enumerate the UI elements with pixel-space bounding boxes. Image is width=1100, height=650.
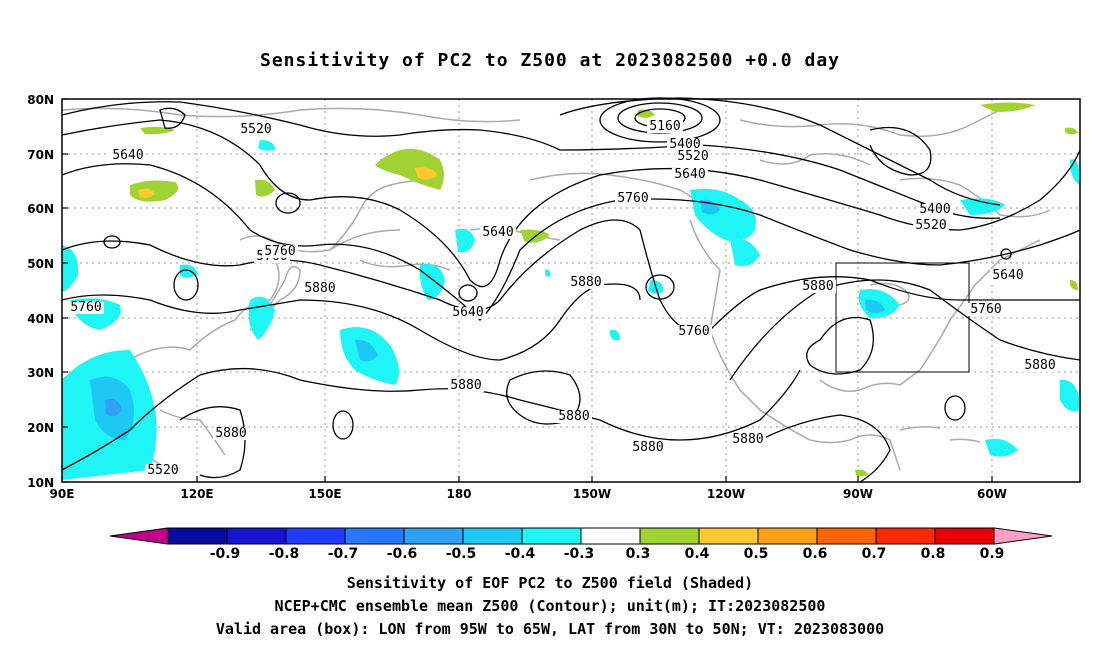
contour-label: 5400 [919,202,950,217]
colorbar-label: -0.8 [269,546,300,562]
contour-label: 5880 [732,432,763,447]
contour-label: 5640 [452,305,483,320]
contour-label: 5520 [147,463,178,478]
colorbar-label: 0.8 [921,546,946,562]
colorbar-label: -0.7 [328,546,359,562]
colorbar-swatch [580,527,641,545]
colorbar-high-end [993,527,1053,545]
lon-tick-label: 120W [707,487,745,501]
lat-tick-label: 50N [27,257,54,271]
lon-tick-label: 90W [843,487,873,501]
colorbar-swatch [875,527,936,545]
contour-label: 5400 [669,137,700,152]
contour-label: 5760 [264,244,295,259]
lon-tick-label: 120E [180,487,213,501]
contour-label: 5880 [215,426,246,441]
contour-label: 5160 [649,119,680,134]
contour-label: 5880 [558,409,589,424]
lat-tick-label: 10N [27,476,54,490]
colorbar-label: 0.7 [862,546,887,562]
colorbar-label: 0.6 [803,546,828,562]
contour-label: 5640 [112,148,143,163]
contour-label: 5760 [678,324,709,339]
contour-label: 5760 [70,300,101,315]
contour-label: 5640 [992,268,1023,283]
longitude-axis: 90E 120E 150E 180 150W 120W 90W 60W [50,476,1007,501]
caption-line-1: Sensitivity of EOF PC2 to Z500 field (Sh… [346,574,754,592]
lat-tick-label: 30N [27,366,54,380]
contour-label: 5760 [617,191,648,206]
lat-tick-label: 60N [27,202,54,216]
lon-tick-label: 150W [573,487,611,501]
colorbar-label: -0.5 [446,546,477,562]
colorbar-swatch [403,527,464,545]
lon-tick-label: 60W [977,487,1007,501]
colorbar-label: -0.6 [387,546,418,562]
lon-tick-label: 90E [50,487,75,501]
colorbar-label: 0.9 [980,546,1005,562]
lon-tick-label: 150E [308,487,341,501]
colorbar-swatch [462,527,523,545]
colorbar-label: 0.5 [744,546,769,562]
colorbar-low-end [109,527,169,545]
contour-label: 5640 [482,225,513,240]
colorbar-label: -0.9 [210,546,241,562]
colorbar-label: -0.4 [505,546,536,562]
colorbar-swatch [934,527,995,545]
lat-tick-label: 20N [27,421,54,435]
colorbar-swatch [757,527,818,545]
colorbar-swatch [344,527,405,545]
contour-label: 5880 [570,275,601,290]
colorbar-swatch [167,527,228,545]
colorbar: -0.9 -0.8 -0.7 -0.6 -0.5 -0.4 -0.3 0.3 0.4 0.5 0.6… [109,527,1053,562]
contour-label: 5520 [677,149,708,164]
contour-label: 5640 [674,167,705,182]
contour-label: 5880 [1024,358,1055,373]
contour-label: 5520 [240,122,271,137]
caption-line-2: NCEP+CMC ensemble mean Z500 (Contour); u… [274,597,826,615]
valid-area-box [835,262,970,373]
contour-label: 5880 [802,279,833,294]
contour-labels: 5160540055205640576055205640540055205640… [68,119,1058,478]
latitude-axis: 80N 70N 60N 50N 40N 30N 20N 10N [27,93,68,490]
caption-line-3: Valid area (box): LON from 95W to 65W, L… [215,620,885,638]
contour-label: 5760 [970,302,1001,317]
colorbar-label: 0.4 [685,546,710,562]
contour-label: 5880 [632,440,663,455]
map-title: Sensitivity of PC2 to Z500 at 2023082500… [259,50,840,71]
colorbar-label: 0.3 [626,546,651,562]
contour-label: 5520 [915,218,946,233]
colorbar-swatch [521,527,582,545]
colorbar-swatch [226,527,287,545]
lat-tick-label: 80N [27,93,54,107]
contour-label: 5880 [304,281,335,296]
colorbar-label: -0.3 [564,546,595,562]
lon-tick-label: 180 [446,487,471,501]
map-frame [61,98,1081,483]
colorbar-swatch [285,527,346,545]
colorbar-swatch [816,527,877,545]
colorbar-swatch [698,527,759,545]
lat-tick-label: 70N [27,148,54,162]
colorbar-swatch [639,527,700,545]
contour-label: 5880 [450,378,481,393]
lat-tick-label: 40N [27,312,54,326]
map-background [62,99,1080,482]
